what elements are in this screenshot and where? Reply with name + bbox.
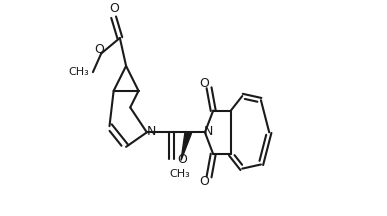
Text: O: O	[199, 77, 209, 90]
Polygon shape	[181, 132, 192, 160]
Text: O: O	[110, 2, 120, 15]
Text: N: N	[204, 125, 213, 138]
Text: CH₃: CH₃	[170, 169, 190, 179]
Text: O: O	[94, 43, 104, 56]
Text: CH₃: CH₃	[68, 67, 89, 77]
Text: O: O	[177, 153, 187, 166]
Text: O: O	[199, 175, 209, 187]
Text: N: N	[147, 125, 156, 138]
